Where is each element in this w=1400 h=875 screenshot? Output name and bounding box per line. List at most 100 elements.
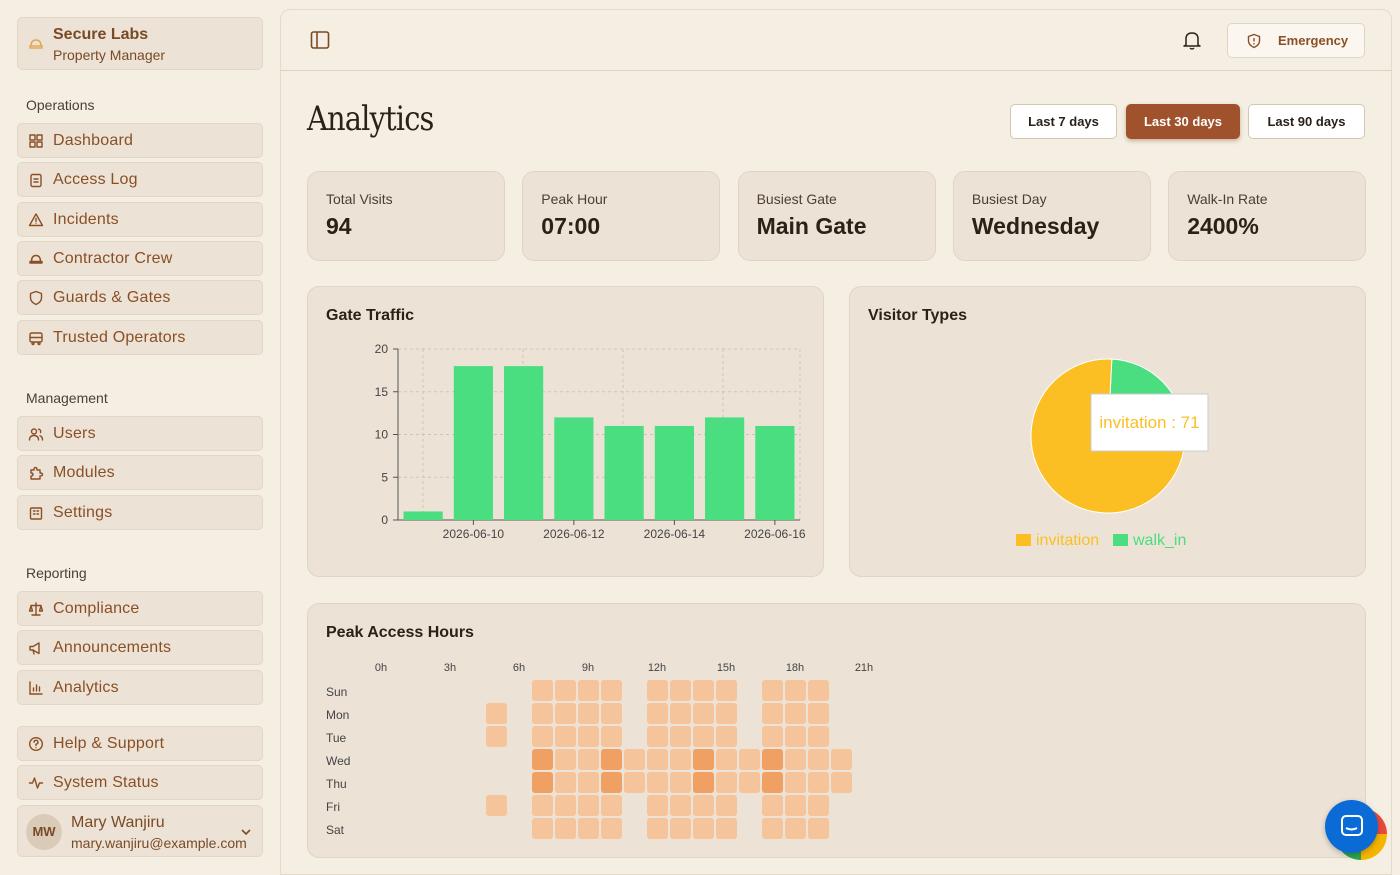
heat-cell: [578, 703, 599, 724]
grid-icon: [29, 134, 43, 148]
visitor-types-panel: Visitor Types invitation : 71 invitation w…: [849, 286, 1366, 577]
heat-cell: [624, 772, 645, 793]
sidebar-item-users[interactable]: Users: [17, 416, 263, 451]
stat-card-busiest-day: Busiest Day Wednesday: [952, 171, 1151, 261]
heat-cell: [762, 726, 783, 747]
bar: [554, 417, 594, 520]
sidebar-item-dashboard[interactable]: Dashboard: [17, 123, 263, 158]
heat-cell: [647, 726, 668, 747]
heat-cell: [601, 680, 622, 701]
sidebar-item-trusted-operators[interactable]: Trusted Operators: [17, 319, 263, 355]
gate-traffic-panel: Gate Traffic 0 5 10 15 20 2026-06-10 2026-06-1…: [307, 286, 824, 577]
heat-cell: [578, 749, 599, 770]
sidebar-item-contractor-crew[interactable]: Contractor Crew: [17, 240, 263, 276]
bar: [705, 417, 745, 520]
heat-cell: [739, 772, 760, 793]
heat-cell: [785, 749, 806, 770]
range-button-last-90-days[interactable]: Last 90 days: [1248, 104, 1365, 139]
sidebar-item-label: System Status: [53, 774, 159, 792]
user-menu[interactable]: MW Mary Wanjiru mary.wanjiru@example.com: [17, 805, 263, 857]
sidebar-item-label: Settings: [53, 503, 113, 521]
y-tick-label: 10: [375, 428, 389, 442]
sidebar-item-settings[interactable]: Settings: [17, 494, 263, 530]
heat-cell: [762, 772, 783, 793]
heat-cell: [693, 749, 714, 770]
day-label: Sat: [326, 823, 345, 837]
sidebar-item-label: Dashboard: [53, 132, 134, 149]
heat-cell: [578, 818, 599, 839]
sidebar-item-label: Guards & Gates: [53, 289, 171, 307]
emergency-button[interactable]: Emergency: [1227, 23, 1365, 58]
heat-cell: [555, 772, 576, 793]
y-tick-label: 0: [381, 513, 388, 527]
y-tick-label: 20: [375, 342, 389, 356]
user-name: Mary Wanjiru: [71, 814, 165, 831]
x-tick-label: 2026-06-10: [443, 527, 505, 541]
sidebar-item-access-log[interactable]: Access Log: [17, 162, 263, 198]
x-tick-label: 2026-06-12: [543, 527, 605, 541]
heat-cell: [532, 703, 553, 724]
heat-cell: [647, 818, 668, 839]
sidebar-item-label: Incidents: [53, 210, 119, 228]
megaphone-icon: [29, 642, 40, 655]
heat-cell: [555, 680, 576, 701]
heat-cell: [762, 749, 783, 770]
shield-alert-icon: [1247, 33, 1261, 49]
range-button-last-30-days[interactable]: Last 30 days: [1126, 104, 1240, 139]
sidebar-item-help-support[interactable]: Help & Support: [17, 726, 263, 761]
sidebar-item-label: Contractor Crew: [53, 249, 173, 267]
peak-hours-panel: Peak Access Hours 0h 3h 6h 9h 12h 15h 18h 21h Su…: [307, 603, 1366, 858]
org-switcher[interactable]: Secure Labs Property Manager: [17, 17, 263, 70]
heat-cell: [785, 726, 806, 747]
hour-tick-label: 12h: [648, 662, 666, 674]
section-management: Management: [26, 390, 108, 406]
heat-cell: [578, 726, 599, 747]
shield-icon: [29, 290, 43, 306]
x-tick-label: 2026-06-16: [744, 527, 806, 541]
hour-tick-label: 21h: [855, 662, 873, 674]
heat-cell: [785, 795, 806, 816]
heat-cell: [808, 818, 829, 839]
bar: [403, 511, 443, 520]
sidebar-item-system-status[interactable]: System Status: [17, 765, 263, 801]
heat-cell: [716, 772, 737, 793]
org-role: Property Manager: [53, 47, 166, 63]
sidebar-item-guards-gates[interactable]: Guards & Gates: [17, 280, 263, 316]
heat-cell: [808, 749, 829, 770]
heat-cell: [693, 703, 714, 724]
heat-cell: [693, 680, 714, 701]
section-reporting: Reporting: [26, 565, 87, 581]
sidebar-item-analytics[interactable]: Analytics: [17, 669, 263, 705]
help-circle-icon: [28, 736, 44, 752]
heat-cell: [762, 680, 783, 701]
sidebar-item-announcements[interactable]: Announcements: [17, 630, 263, 666]
heat-cell: [555, 818, 576, 839]
heat-cell: [716, 680, 737, 701]
legend-swatch: [1113, 534, 1128, 546]
sidebar-toggle-icon[interactable]: [310, 30, 330, 50]
emergency-label: Emergency: [1278, 33, 1349, 48]
heat-cell: [716, 726, 737, 747]
hour-tick-label: 3h: [444, 662, 456, 674]
hour-tick-label: 6h: [513, 662, 525, 674]
bar: [755, 425, 795, 520]
sidebar-item-label: Trusted Operators: [53, 328, 186, 346]
heat-cell: [555, 703, 576, 724]
gate-traffic-chart: 0 5 10 15 20 2026-06-10 2026-06-12 2026-06-14 20…: [375, 342, 806, 541]
heat-cell: [831, 749, 852, 770]
chat-launcher-button[interactable]: [1325, 800, 1378, 853]
range-button-last-7-days[interactable]: Last 7 days: [1010, 104, 1117, 139]
stat-value: 94: [326, 213, 352, 239]
bar-chart-icon: [29, 680, 43, 695]
heat-cell: [601, 703, 622, 724]
sidebar-item-compliance[interactable]: Compliance: [17, 591, 263, 626]
sidebar-item-modules[interactable]: Modules: [17, 455, 263, 491]
sidebar-item-incidents[interactable]: Incidents: [17, 201, 263, 237]
activity-icon: [28, 777, 44, 789]
hour-tick-label: 15h: [717, 662, 735, 674]
heat-cell: [785, 703, 806, 724]
hour-tick-label: 9h: [582, 662, 594, 674]
day-label: Fri: [326, 800, 340, 814]
bell-icon[interactable]: [1181, 29, 1203, 51]
building-icon: [29, 506, 43, 520]
